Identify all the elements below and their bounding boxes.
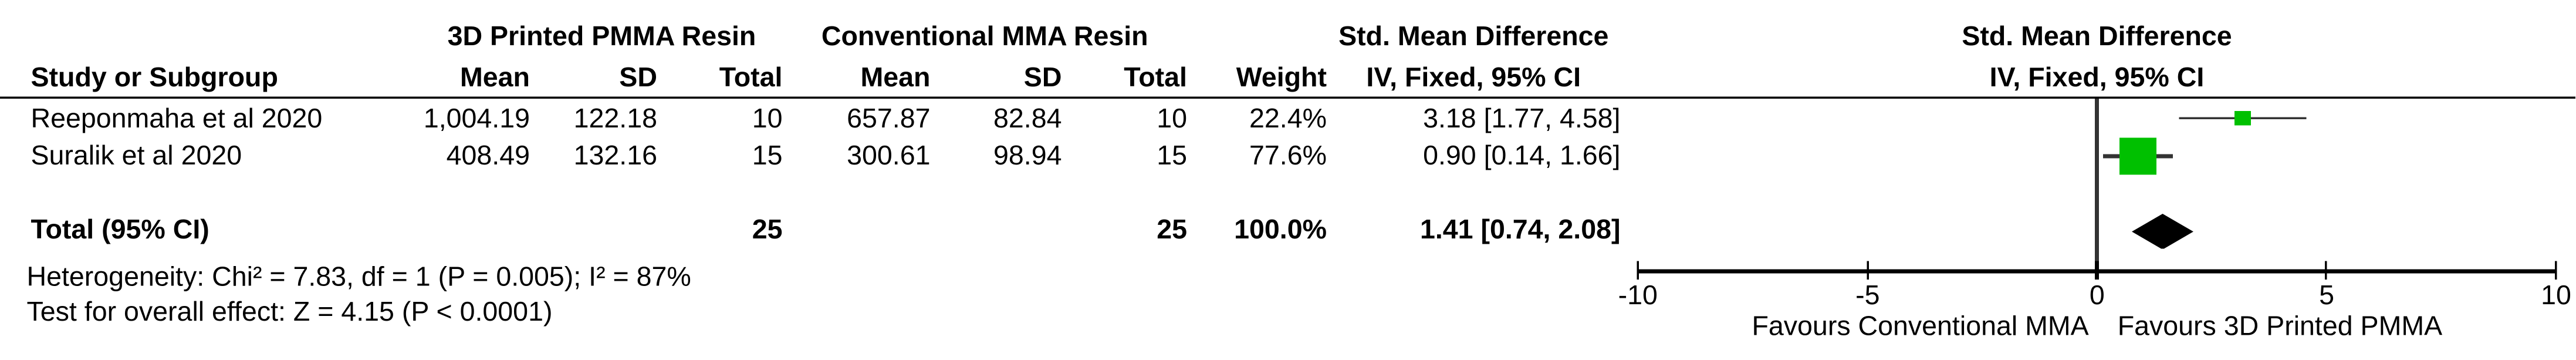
sd2-value: 98.94 bbox=[993, 139, 1062, 170]
ci-value: 3.18 [1.77, 4.58] bbox=[1423, 102, 1621, 133]
study-name: Suralik et al 2020 bbox=[31, 139, 242, 170]
effect-plot-column-subtitle: IV, Fixed, 95% CI bbox=[1989, 61, 2205, 93]
total1-sum: 25 bbox=[752, 214, 783, 245]
ci-col-header: IV, Fixed, 95% CI bbox=[1366, 61, 1581, 93]
effect-text-column-title: Std. Mean Difference bbox=[1338, 20, 1609, 52]
ci-value: 0.90 [0.14, 1.66] bbox=[1423, 139, 1621, 170]
total2-value: 15 bbox=[1157, 139, 1187, 170]
axis-tick-label: 10 bbox=[2541, 279, 2571, 311]
axis-tick bbox=[2325, 260, 2328, 280]
group1-header: 3D Printed PMMA Resin bbox=[447, 20, 756, 52]
weight-value: 22.4% bbox=[1249, 102, 1327, 133]
sd1-value: 122.18 bbox=[573, 102, 657, 133]
total-label: Total (95% CI) bbox=[31, 214, 209, 245]
axis-tick-label: 0 bbox=[2089, 279, 2105, 311]
mean2-value: 657.87 bbox=[847, 102, 931, 133]
axis-tick bbox=[2095, 260, 2098, 280]
mean1-value: 1,004.19 bbox=[423, 102, 530, 133]
sd2-blank bbox=[931, 213, 1062, 250]
sd1-col-header: SD bbox=[619, 61, 657, 93]
axis-tick bbox=[1636, 260, 1639, 280]
axis-tick-label: -10 bbox=[1618, 279, 1658, 311]
sd2-col-header: SD bbox=[1023, 61, 1062, 93]
total1-value: 15 bbox=[752, 139, 783, 170]
table-row: Reeponmaha et al 2020 1,004.19 122.18 10… bbox=[0, 100, 1621, 137]
study-name: Reeponmaha et al 2020 bbox=[31, 102, 323, 133]
mean1-value: 408.49 bbox=[446, 139, 530, 170]
total2-sum: 25 bbox=[1157, 214, 1187, 245]
axis-tick bbox=[1866, 260, 1869, 280]
column-header-row: Study or Subgroup Mean SD Total Mean SD … bbox=[0, 59, 1621, 96]
axis-tick-label: -5 bbox=[1855, 279, 1880, 311]
overall-effect-text: Test for overall effect: Z = 4.15 (P < 0… bbox=[26, 296, 553, 327]
weight-sum: 100.0% bbox=[1234, 214, 1327, 245]
axis-tick bbox=[2554, 260, 2558, 280]
favours-right-label: Favours 3D Printed PMMA bbox=[2117, 311, 2443, 342]
total-row: Total (95% CI) 25 25 100.0% 1.41 [0.74, … bbox=[0, 213, 1621, 250]
total2-value: 10 bbox=[1157, 102, 1187, 133]
total1-value: 10 bbox=[752, 102, 783, 133]
weight-col-header: Weight bbox=[1236, 61, 1327, 93]
effect-square-study2 bbox=[2120, 137, 2157, 174]
mean1-blank bbox=[421, 213, 530, 250]
mean2-col-header: Mean bbox=[860, 61, 931, 93]
pooled-effect-diamond bbox=[2131, 213, 2193, 250]
total2-col-header: Total bbox=[1124, 61, 1187, 93]
effect-plot-column-title: Std. Mean Difference bbox=[1962, 20, 2232, 52]
effect-square-study1 bbox=[2235, 110, 2251, 126]
mean2-value: 300.61 bbox=[847, 139, 931, 170]
weight-value: 77.6% bbox=[1249, 139, 1327, 170]
group2-header: Conventional MMA Resin bbox=[821, 20, 1148, 52]
sd2-value: 82.84 bbox=[993, 102, 1062, 133]
mean2-blank bbox=[783, 213, 931, 250]
zero-reference-line bbox=[2095, 97, 2098, 269]
sd1-value: 132.16 bbox=[573, 139, 657, 170]
axis-tick-label: 5 bbox=[2319, 279, 2335, 311]
study-col-header: Study or Subgroup bbox=[31, 61, 278, 93]
ci-pooled: 1.41 [0.74, 2.08] bbox=[1419, 214, 1621, 245]
favours-labels: Favours Conventional MMA Favours 3D Prin… bbox=[1752, 311, 2443, 342]
table-row: Suralik et al 2020 408.49 132.16 15 300.… bbox=[0, 137, 1621, 174]
sd1-blank bbox=[530, 213, 657, 250]
header-separator-line bbox=[0, 96, 2576, 100]
total1-col-header: Total bbox=[719, 61, 783, 93]
heterogeneity-text: Heterogeneity: Chi² = 7.83, df = 1 (P = … bbox=[26, 261, 691, 292]
favours-left-label: Favours Conventional MMA bbox=[1752, 311, 2089, 342]
mean1-col-header: Mean bbox=[460, 61, 530, 93]
